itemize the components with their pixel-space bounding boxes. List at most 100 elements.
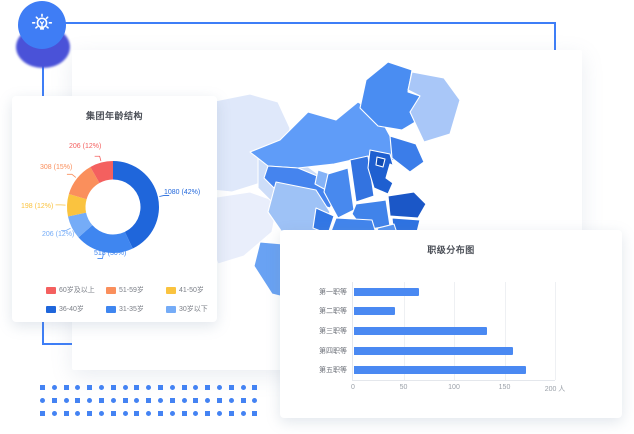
donut-leader-line <box>94 155 102 162</box>
x-tick-label: 0 <box>351 384 355 391</box>
donut-slice-36-40岁[interactable] <box>113 161 160 249</box>
donut-leader-line <box>159 195 170 197</box>
legend-item-51-59岁[interactable]: 51-59岁 <box>106 285 166 295</box>
decor-dot <box>51 385 57 390</box>
decor-dot <box>146 385 152 390</box>
decor-dot <box>228 385 234 390</box>
connector-line-bottom-left-horizontal <box>42 343 73 345</box>
donut-label-under-30: 206 (12%) <box>42 231 75 238</box>
connector-line-bottom-left-vertical <box>42 320 44 345</box>
connector-line-vertical-right <box>554 22 556 52</box>
legend-label: 51-59岁 <box>119 287 144 294</box>
decor-dot <box>63 398 69 404</box>
decor-dot <box>217 398 222 404</box>
province-shandong[interactable] <box>387 191 427 219</box>
legend-swatch <box>106 286 116 294</box>
legend-item-60岁及以上[interactable]: 60岁及以上 <box>46 285 106 295</box>
rank-bar-chart[interactable]: 0 50 100 150 200 人 第一职等 第二职等 第三职等 第四职等 第五职等 <box>319 282 565 393</box>
decor-dot <box>181 411 187 417</box>
donut-label-over-60: 206 (12%) <box>69 143 102 150</box>
connector-line-horizontal <box>64 22 556 24</box>
decor-dot <box>134 411 140 417</box>
legend-item-30岁以下[interactable]: 30岁以下 <box>166 304 226 314</box>
decor-dot <box>134 385 140 390</box>
decor-dot <box>252 385 258 390</box>
decor-dot <box>87 411 93 417</box>
bar-第五职等[interactable] <box>354 366 526 375</box>
decor-dot <box>63 385 69 390</box>
bar-category-label: 第三职等 <box>319 328 347 335</box>
age-donut-chart[interactable]: 1080 (42%) 518 (30%) 206 (12%) 198 (12%)… <box>12 132 217 284</box>
decor-dot <box>51 411 57 417</box>
donut-label-36-40: 1080 (42%) <box>164 189 201 196</box>
decor-dot <box>87 398 93 404</box>
donut-leader-line <box>97 253 104 259</box>
bar-category-label: 第五职等 <box>319 367 347 375</box>
legend-item-36-40岁[interactable]: 36-40岁 <box>46 304 106 314</box>
legend-swatch <box>46 286 56 294</box>
legend-label: 41-50岁 <box>179 287 204 294</box>
legend-label: 36-40岁 <box>59 306 84 313</box>
legend-label: 60岁及以上 <box>59 287 95 294</box>
age-card-title: 集团年龄结构 <box>85 111 143 121</box>
donut-label-41-50: 198 (12%) <box>21 203 54 210</box>
x-tick-label: 100 <box>448 384 460 391</box>
decor-dot <box>63 411 69 417</box>
decor-dot <box>87 385 93 390</box>
province-beijing[interactable] <box>375 156 386 168</box>
donut-label-31-35: 518 (30%) <box>94 250 127 257</box>
rank-distribution-card: 职级分布图 0 50 100 150 200 人 第一职等 第二职等 第三职等 第四职等 第五职等 <box>280 230 622 418</box>
province-hebei[interactable] <box>367 149 397 195</box>
decor-dot <box>193 411 199 417</box>
bar-第二职等[interactable] <box>354 307 396 316</box>
bar-category-label: 第四职等 <box>319 347 347 355</box>
decor-dot <box>110 411 116 417</box>
decor-dot <box>217 411 222 417</box>
decor-dot <box>240 385 246 390</box>
donut-slice-31-35岁[interactable] <box>78 225 133 253</box>
decor-dot <box>228 411 234 417</box>
decor-dot <box>146 411 152 417</box>
decor-dot <box>75 411 81 417</box>
bar-card-title: 职级分布图 <box>427 245 475 255</box>
decor-dot <box>99 411 104 417</box>
province-shaanxi[interactable] <box>323 167 355 219</box>
province-liaoning[interactable] <box>389 135 425 173</box>
idea-badge <box>18 1 66 49</box>
lightbulb-icon <box>31 13 53 30</box>
x-tick-label: 50 <box>399 384 408 391</box>
donut-slice-60岁及以上[interactable] <box>90 161 113 184</box>
decor-dot <box>205 411 211 417</box>
decor-dot <box>40 385 45 390</box>
legend-label: 31-35岁 <box>119 306 144 313</box>
connector-line-badge <box>42 48 44 96</box>
legend-item-41-50岁[interactable]: 41-50岁 <box>166 285 226 295</box>
decor-dot <box>122 385 128 390</box>
legend-label: 30岁以下 <box>179 306 208 313</box>
province-jilin[interactable] <box>407 71 461 143</box>
bar-第三职等[interactable] <box>354 327 488 335</box>
decor-dot <box>240 411 246 417</box>
donut-leader-line <box>66 173 77 178</box>
decor-dot <box>205 398 211 404</box>
decor-dot <box>99 398 104 404</box>
x-tick-label: 150 <box>498 384 511 391</box>
age-structure-card: 集团年龄结构 1080 (42%) 518 (30%) 206 (12%) 19… <box>12 96 217 322</box>
gridline <box>555 282 556 380</box>
decor-dot <box>169 385 175 390</box>
donut-slice-30岁以下[interactable] <box>67 212 93 238</box>
legend-swatch <box>46 305 56 313</box>
decor-dot <box>252 398 258 404</box>
decor-dot <box>122 398 128 404</box>
decor-dot <box>240 398 246 404</box>
donut-slice-51-59岁[interactable] <box>68 166 100 200</box>
donut-slice-41-50岁[interactable] <box>67 193 87 217</box>
decor-dot <box>217 385 222 390</box>
decor-dot <box>181 385 187 390</box>
decor-dot <box>146 398 152 404</box>
bar-第一职等[interactable] <box>354 287 419 296</box>
legend-item-31-35岁[interactable]: 31-35岁 <box>106 304 166 314</box>
gridline <box>504 282 506 380</box>
decor-dot <box>158 411 163 417</box>
bar-第四职等[interactable] <box>354 346 513 355</box>
